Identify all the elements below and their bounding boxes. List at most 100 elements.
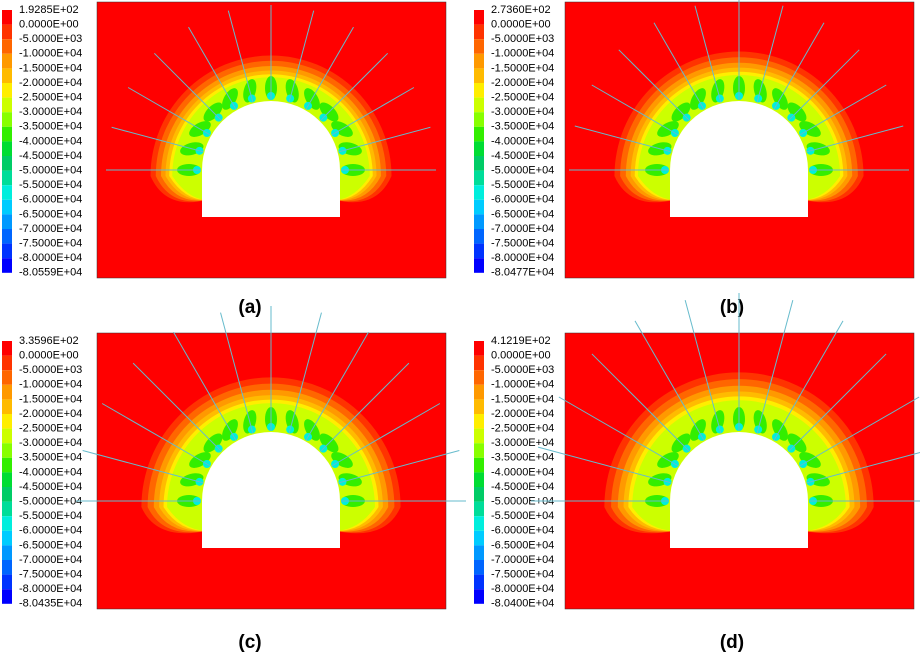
legend-label: -2.5000E+04	[19, 423, 82, 435]
rock-bolt	[591, 353, 690, 452]
rock-bolt	[320, 52, 389, 121]
legend-swatch	[2, 341, 12, 356]
legend-label: -6.0000E+04	[491, 194, 554, 206]
legend-label: -3.0000E+04	[19, 106, 82, 118]
legend-swatch	[2, 414, 12, 429]
legend-swatch	[2, 68, 12, 83]
legend-swatch	[474, 126, 484, 142]
rock-bolt	[101, 403, 211, 467]
legend-label: -5.0000E+04	[19, 165, 82, 177]
legend-label: -1.0000E+04	[19, 48, 82, 60]
legend-swatch	[2, 170, 12, 186]
legend-label: 1.9285E+02	[19, 4, 79, 16]
legend-label: -4.0000E+04	[491, 466, 554, 478]
legend-label: -6.5000E+04	[19, 208, 82, 220]
legend-label: 0.0000E+00	[491, 350, 551, 362]
rock-bolt	[111, 126, 204, 153]
legend-label: -1.0000E+04	[19, 379, 82, 391]
rock-bolt	[618, 49, 690, 121]
legend-label: 2.7360E+02	[491, 4, 551, 16]
rock-bolt	[227, 10, 254, 103]
legend-swatch	[474, 341, 484, 356]
legend-label: -8.0000E+04	[491, 583, 554, 595]
legend-label: -3.5000E+04	[491, 121, 554, 133]
legend-swatch	[474, 53, 484, 69]
legend-label: -7.0000E+04	[491, 223, 554, 235]
legend-label: -2.0000E+04	[19, 77, 82, 89]
legend-label: -1.5000E+04	[491, 62, 554, 74]
legend-label: -8.0400E+04	[491, 598, 554, 610]
legend-swatch	[2, 472, 12, 487]
legend-label: -4.5000E+04	[491, 150, 554, 162]
rock-bolt	[320, 362, 410, 452]
rock-bolt	[173, 331, 237, 441]
legend-label: -5.0000E+03	[19, 33, 82, 45]
legend-label: 0.0000E+00	[19, 350, 79, 362]
legend-label: -4.5000E+04	[19, 481, 82, 493]
legend-swatch	[474, 501, 484, 517]
legend-swatch	[2, 243, 12, 259]
legend-label: -3.0000E+04	[19, 437, 82, 449]
legend-label: -1.5000E+04	[491, 393, 554, 405]
legend-swatch	[2, 185, 12, 200]
rock-bolt	[756, 5, 784, 103]
legend-swatch	[2, 574, 12, 590]
legend-swatch	[2, 83, 12, 98]
legend-swatch	[2, 530, 12, 546]
legend-swatch	[474, 516, 484, 531]
legend-label: -5.0000E+03	[491, 33, 554, 45]
legend-label: -7.5000E+04	[491, 238, 554, 250]
legend-label: -6.5000E+04	[19, 539, 82, 551]
legend-swatch	[474, 443, 484, 458]
legend-label: -3.5000E+04	[19, 452, 82, 464]
legend-swatch	[2, 156, 12, 171]
legend-label: -5.0000E+04	[491, 496, 554, 508]
legend-label: -2.0000E+04	[19, 408, 82, 420]
rock-bolt	[288, 10, 315, 103]
rock-bolt	[773, 320, 844, 441]
legend-label: -8.0000E+04	[19, 252, 82, 264]
legend-label: -6.0000E+04	[19, 525, 82, 537]
legend-swatch	[474, 141, 484, 156]
rock-bolt	[537, 446, 672, 484]
legend-label: -5.0000E+04	[491, 165, 554, 177]
legend-swatch	[2, 24, 12, 40]
legend-label: -2.0000E+04	[491, 408, 554, 420]
legend-swatch	[2, 355, 12, 371]
legend-swatch	[474, 68, 484, 83]
rock-bolt	[338, 450, 460, 484]
legend-swatch	[474, 487, 484, 502]
legend-label: -5.5000E+04	[19, 179, 82, 191]
legend-swatch	[474, 83, 484, 98]
rock-bolt	[799, 84, 887, 136]
rock-bolt	[634, 320, 705, 441]
legend-swatch	[2, 384, 12, 400]
legend-label: -6.0000E+04	[491, 525, 554, 537]
legend-swatch	[474, 199, 484, 215]
legend-label: -5.0000E+03	[491, 364, 554, 376]
legend-swatch	[2, 487, 12, 502]
rock-bolt	[788, 353, 887, 452]
rock-bolt	[305, 331, 369, 441]
legend-label: -7.5000E+04	[491, 569, 554, 581]
legend-swatch	[474, 10, 484, 25]
legend-swatch	[2, 199, 12, 215]
legend-swatch	[2, 501, 12, 517]
legend-label: -5.0000E+03	[19, 364, 82, 376]
legend-swatch	[474, 355, 484, 371]
legend-swatch	[474, 428, 484, 444]
panel: 3.3596E+02 0.0000E+00 -5.0000E+03 -1.0000E+…	[2, 306, 466, 653]
legend-label: -7.0000E+04	[19, 554, 82, 566]
legend-swatch	[2, 126, 12, 142]
legend-swatch	[474, 214, 484, 229]
legend-swatch	[2, 516, 12, 531]
legend-label: -3.5000E+04	[19, 121, 82, 133]
legend-swatch	[2, 39, 12, 54]
legend-label: -8.0477E+04	[491, 267, 554, 279]
legend-swatch	[2, 229, 12, 244]
legend-swatch	[474, 243, 484, 259]
legend-swatch	[2, 457, 12, 473]
legend-swatch	[474, 399, 484, 414]
legend-label: -6.5000E+04	[491, 539, 554, 551]
